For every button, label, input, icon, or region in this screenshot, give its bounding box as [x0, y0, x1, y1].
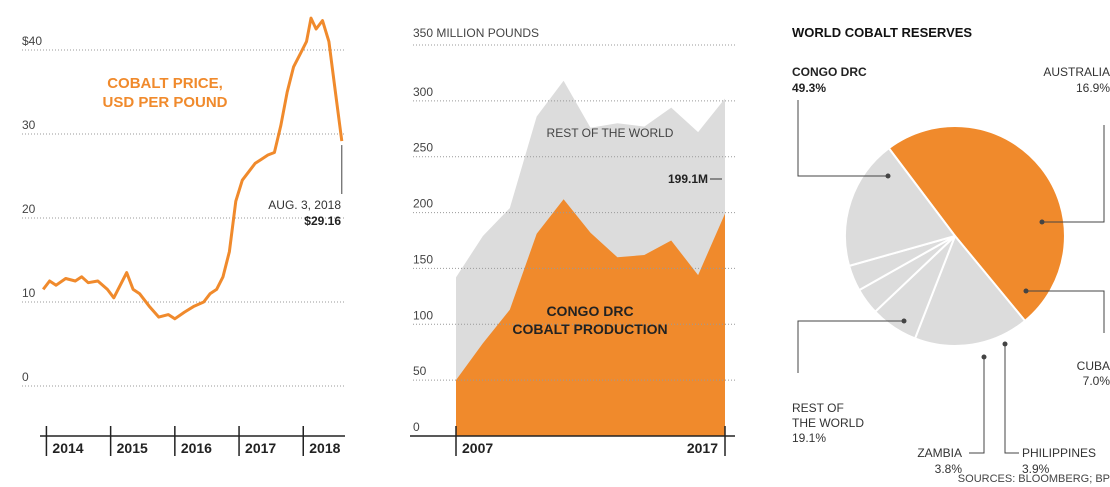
price-year-label: 2016	[181, 440, 212, 456]
pie-slice-australia	[913, 234, 1027, 347]
rest-callout-leader	[797, 320, 904, 373]
zambia-slice-name: ZAMBIA	[917, 446, 962, 460]
production-y-tick-label: 100	[413, 308, 433, 322]
price-y-tick-label: 10	[22, 286, 36, 300]
price-year-labels: 2014 2015 2016 2017 2018	[45, 426, 341, 456]
australia-slice-name: AUSTRALIA	[1043, 65, 1110, 79]
rest-of-world-area-label: REST OF THE WORLD	[547, 126, 674, 140]
price-y-tick-label: 0	[22, 370, 29, 384]
production-unit-label: 350 MILLION POUNDS	[413, 26, 539, 40]
price-y-tick-label: 30	[22, 118, 36, 132]
sources-note: SOURCES: BLOOMBERG; BP	[958, 473, 1110, 485]
rest-slice-pct: 19.1%	[792, 431, 826, 445]
price-annotation-value: $29.16	[304, 214, 341, 228]
cuba-dot	[1023, 288, 1029, 294]
cuba-slice-pct: 7.0%	[1083, 374, 1110, 388]
zambia-callout-leader	[969, 357, 985, 454]
production-y-tick-label: 300	[413, 85, 433, 99]
australia-slice-pct: 16.9%	[1076, 81, 1110, 95]
world-reserves-pie-chart: WORLD COBALT RESERVES CONGO DRC 49.3% AU…	[792, 25, 1110, 485]
production-y-ticks: 300 250 200 150 100 50 0	[413, 85, 433, 434]
pie-callouts	[797, 100, 1105, 454]
rest-dot	[901, 318, 907, 324]
pie-title: WORLD COBALT RESERVES	[792, 25, 972, 40]
production-y-tick-label: 0	[413, 420, 420, 434]
congo-slice-name: CONGO DRC	[792, 65, 867, 79]
congo-area-label-line-2: COBALT PRODUCTION	[512, 321, 667, 337]
australia-dot	[1039, 219, 1045, 225]
philippines-slice-pct: 3.9%	[1022, 462, 1050, 476]
rest-slice-name-line-1: REST OF	[792, 401, 844, 415]
zambia-slice-pct: 3.8%	[935, 462, 963, 476]
pie-slice-rest-of-the-world	[844, 146, 957, 268]
price-y-tick-label: $40	[22, 34, 42, 48]
production-y-tick-label: 150	[413, 252, 433, 266]
philippines-dot	[1002, 341, 1008, 347]
price-year-label: 2014	[52, 440, 83, 456]
congo-slice-pct: 49.3%	[792, 81, 826, 95]
cuba-slice-name: CUBA	[1077, 359, 1110, 373]
price-title-line-1: COBALT PRICE,	[107, 75, 223, 92]
cuba-callout-leader	[1026, 290, 1105, 333]
price-series-line	[42, 16, 344, 321]
congo-callout-leader	[797, 100, 888, 177]
price-annotation-date: AUG. 3, 2018	[268, 198, 341, 212]
pie-callout-dots	[885, 173, 1045, 360]
congo-area-label-line-1: CONGO DRC	[546, 303, 633, 319]
philippines-callout-leader	[1004, 344, 1019, 454]
philippines-slice-name: PHILIPPINES	[1022, 446, 1096, 460]
zambia-dot	[981, 354, 987, 360]
pie-slice-congo-drc	[887, 125, 1066, 323]
price-year-label: 2017	[245, 440, 276, 456]
production-x-label-start: 2007	[462, 440, 493, 456]
production-y-tick-label: 50	[413, 364, 427, 378]
price-year-label: 2015	[117, 440, 148, 456]
rest-slice-name-line-2: THE WORLD	[792, 416, 864, 430]
production-x-label-end: 2017	[687, 440, 718, 456]
cobalt-production-chart: 300 250 200 150 100 50 0 350 MILLION POUNDS 20…	[410, 26, 735, 456]
price-y-ticks: $40 30 20 10 0	[22, 34, 42, 384]
price-y-tick-label: 20	[22, 202, 36, 216]
area-congo-drc	[456, 199, 725, 436]
australia-callout-leader	[1042, 125, 1105, 223]
price-year-label: 2018	[309, 440, 340, 456]
price-title-line-2: USD PER POUND	[102, 94, 227, 111]
production-y-tick-label: 200	[413, 197, 433, 211]
production-y-tick-label: 250	[413, 141, 433, 155]
pie-slices	[844, 125, 1066, 347]
congo-dot	[885, 173, 891, 179]
production-end-value-label: 199.1M	[668, 172, 708, 186]
cobalt-price-chart: $40 30 20 10 0 2014 2015 2016 2017 2018 COBALT P…	[22, 16, 345, 456]
